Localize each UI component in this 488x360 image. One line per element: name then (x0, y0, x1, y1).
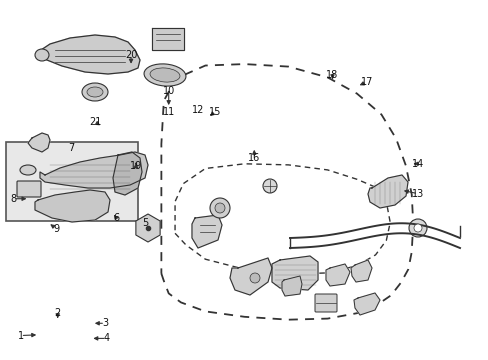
Text: 4: 4 (103, 333, 109, 343)
Polygon shape (229, 258, 271, 295)
Text: 5: 5 (142, 218, 148, 228)
Text: 13: 13 (411, 189, 424, 199)
Polygon shape (350, 260, 371, 282)
Ellipse shape (20, 165, 36, 175)
Circle shape (249, 273, 260, 283)
Polygon shape (28, 133, 50, 152)
Text: 16: 16 (247, 153, 260, 163)
Polygon shape (152, 28, 183, 50)
Circle shape (413, 224, 421, 232)
Ellipse shape (150, 68, 180, 82)
Text: 17: 17 (360, 77, 372, 87)
Text: 20: 20 (124, 50, 137, 60)
Ellipse shape (82, 83, 108, 101)
Polygon shape (367, 175, 407, 208)
Ellipse shape (144, 64, 185, 86)
Circle shape (408, 219, 426, 237)
Polygon shape (353, 293, 379, 315)
FancyBboxPatch shape (314, 294, 336, 312)
Text: 11: 11 (162, 107, 175, 117)
Text: 2: 2 (55, 308, 61, 318)
Ellipse shape (35, 49, 49, 61)
Ellipse shape (87, 87, 103, 97)
Text: 18: 18 (325, 70, 338, 80)
Text: 19: 19 (129, 161, 142, 171)
Polygon shape (325, 264, 349, 286)
Ellipse shape (263, 179, 276, 193)
Text: 14: 14 (411, 159, 424, 169)
Text: 1: 1 (18, 330, 23, 341)
Polygon shape (271, 256, 317, 290)
Polygon shape (282, 276, 302, 296)
Polygon shape (35, 190, 110, 222)
Ellipse shape (215, 203, 224, 213)
Text: 6: 6 (113, 213, 119, 223)
Text: 8: 8 (11, 194, 17, 204)
Text: 12: 12 (191, 105, 204, 115)
Polygon shape (40, 152, 148, 188)
Text: 7: 7 (68, 143, 74, 153)
Bar (6, 142, 138, 221)
Text: 10: 10 (162, 86, 175, 96)
Ellipse shape (209, 198, 229, 218)
Text: 15: 15 (208, 107, 221, 117)
FancyBboxPatch shape (17, 181, 41, 197)
Text: 21: 21 (89, 117, 102, 127)
Polygon shape (192, 215, 222, 248)
Text: 3: 3 (102, 318, 108, 328)
Polygon shape (38, 35, 140, 74)
Polygon shape (113, 152, 142, 195)
Text: 9: 9 (53, 224, 59, 234)
